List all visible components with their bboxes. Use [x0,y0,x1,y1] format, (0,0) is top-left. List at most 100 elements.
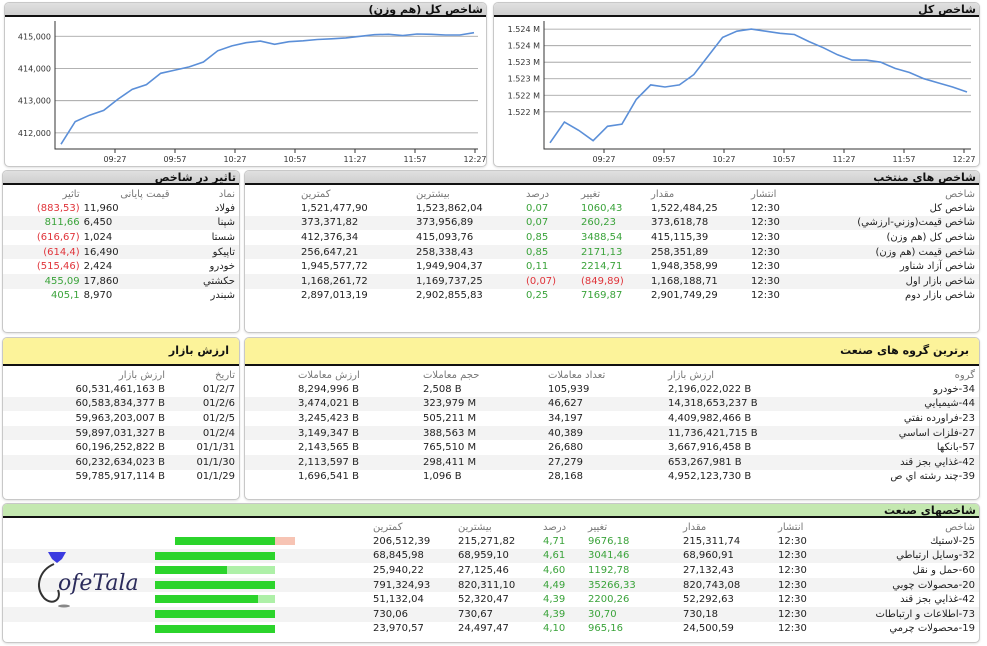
svg-text:413,000: 413,000 [18,97,51,106]
table-row[interactable]: فولاد 11,960 (883,53) [3,201,239,216]
pct-cell: 4,39 [543,594,566,606]
table-row[interactable]: 39-چند رشته اي ص 4,952,123,730 B 28,168 1,0… [245,470,979,485]
time-cell: 12:30 [751,261,780,273]
svg-text:1.523 M: 1.523 M [508,75,540,84]
name-cell[interactable]: شاخص كل [929,202,975,214]
name-cell[interactable]: شاخص كل (هم وزن) [886,231,975,243]
price-cell: 1,024 [83,231,113,243]
name-cell[interactable]: شاخص قيمت (هم وزن) [797,244,979,260]
table-row[interactable]: 25-لاستيك 12:30 215,311,74 9676,18 4,71 215,2… [3,534,979,549]
count-cell: 26,680 [548,442,583,454]
max-cell: 415,093,76 [416,231,474,243]
value-cell: 2,143,565 B [298,442,359,454]
symbol-cell[interactable]: حكشتي [173,273,239,289]
panel-title: شاخص کل (هم وزن) [5,3,486,17]
change-cell: 7169,87 [581,290,623,302]
table-row[interactable]: 57-بانكها 3,667,916,458 B 26,680 765,510 M 2… [245,440,979,455]
symbol-cell[interactable]: شبندر [210,290,236,302]
value-cell: 820,743,08 [679,577,774,593]
svg-text:415,000: 415,000 [18,32,51,41]
table-row[interactable]: تاپيكو 16,490 (614,4) [3,244,239,260]
pct-cell: 4,49 [539,577,584,593]
group-cell[interactable]: 39-چند رشته اي ص [890,471,975,483]
group-cell[interactable]: 44-شيميايي [809,396,979,412]
value-cell: 1,696,541 B [298,471,359,483]
svg-text:10:27: 10:27 [223,155,246,164]
svg-text:09:27: 09:27 [103,155,126,164]
volume-cell: 298,411 M [419,454,544,470]
table-row[interactable]: شبندر 8,970 405,1 [3,289,239,304]
name-cell[interactable]: 19-محصولات چرمي [889,623,975,635]
table-row[interactable]: 19-محصولات چرمي 12:30 24,500,59 965,16 4,10 2… [3,622,979,637]
group-cell[interactable]: 57-بانكها [936,442,975,454]
group-cell[interactable]: 42-غذايي بجز قند [809,454,979,470]
table-row[interactable]: شاخص كل 12:30 1,522,484,25 1060,43 0,07 1,523… [245,201,979,216]
table-row[interactable]: شاخص قيمت (هم وزن) 12:30 258,351,89 2171,13… [245,244,979,260]
col-header: انتشار [778,521,804,533]
table-row[interactable]: شاخص كل (هم وزن) 12:30 415,115,39 3488,54 0,… [245,230,979,245]
pct-cell: 0,25 [526,290,549,302]
name-cell[interactable]: شاخص قيمت(وزني-ارزشي) [797,215,979,231]
value-cell: 1,948,358,99 [651,261,718,273]
table-row[interactable]: 27-فلزات اساسي 11,736,421,715 B 40,389 388,… [245,425,979,441]
group-cell[interactable]: 34-خودرو [933,383,975,395]
change-cell: 3041,46 [584,548,679,564]
table-row[interactable]: شپنا 6,450 811,66 [3,215,239,231]
name-cell[interactable]: شاخص بازار اول [797,273,979,289]
symbol-cell[interactable]: شپنا [173,215,239,231]
table-row[interactable]: شاخص آزاد شناور 12:30 1,948,358,99 2214,71 0… [245,259,979,274]
table-row[interactable]: 32-وسايل ارتباطي 12:30 68,960,91 3041,46 4,6… [3,548,979,564]
count-cell: 46,627 [544,396,664,412]
volume-cell: 388,563 M [419,425,544,441]
time-cell: 12:30 [747,215,797,231]
name-cell[interactable]: 60-حمل و نقل [912,564,975,576]
table-row[interactable]: 42-غذايي بجز قند 653,267,981 B 27,279 298,4… [245,454,979,470]
max-cell: 820,311,10 [454,577,539,593]
range-bar-extra [258,595,275,604]
name-cell[interactable]: 20-محصولات چوبي [819,577,979,593]
table-row[interactable]: شاخص بازار دوم 12:30 2,901,749,29 7169,87 0,… [245,289,979,304]
table-row[interactable]: شاخص بازار اول 12:30 1,168,188,71 (849,89)(… [245,273,979,289]
table-row[interactable]: 42-غذايي بجز قند 12:30 52,292,63 2200,26 4,3… [3,592,979,607]
table-row: 01/1/29 59,785,917,114 B [3,470,239,485]
table-row[interactable]: خودرو 2,424 (515,46) [3,259,239,274]
symbol-cell[interactable]: شستا [211,231,235,243]
date-cell: 01/2/7 [202,383,235,395]
market-value-cell: 59,897,031,327 B [69,425,169,441]
table-row[interactable]: شستا 1,024 (616,67) [3,230,239,245]
name-cell[interactable]: 32-وسايل ارتباطي [819,548,979,564]
time-cell: 12:30 [778,564,807,576]
table-row[interactable]: 34-خودرو 2,196,022,022 B 105,939 2,508 B 8,2… [245,382,979,397]
impact-table: نماد قیمت پایانی تاثیر فولاد 11,960 (883,5… [3,187,239,303]
name-cell[interactable]: 73-اطلاعات و ارتباطات [819,606,979,622]
range-bar-fill [155,566,227,575]
table-row: 01/2/5 59,963,203,007 B [3,411,239,426]
table-row[interactable]: 60-حمل و نقل 12:30 27,132,43 1192,78 4,60 27,… [3,563,979,578]
symbol-cell[interactable]: خودرو [209,261,235,273]
symbol-cell[interactable]: تاپيكو [173,244,239,260]
svg-text:414,000: 414,000 [18,64,51,73]
table-row[interactable]: شاخص قيمت(وزني-ارزشي) 12:30 373,618,78 260,… [245,215,979,231]
name-cell[interactable]: شاخص آزاد شناور [899,261,975,273]
table-row[interactable]: 44-شيميايي 14,318,653,237 B 46,627 323,979 … [245,396,979,412]
count-cell: 40,389 [544,425,664,441]
table-row: 01/1/31 60,196,252,822 B [3,440,239,455]
max-cell: 258,338,43 [412,244,522,260]
table-row[interactable]: 23-فراورده نفتي 4,409,982,466 B 34,197 505,… [245,411,979,426]
symbol-cell[interactable]: فولاد [214,202,235,214]
volume-cell: 505,211 M [423,412,477,424]
min-cell: 791,324,93 [369,577,454,593]
group-cell[interactable]: 27-فلزات اساسي [809,425,979,441]
name-cell[interactable]: شاخص بازار دوم [905,290,975,302]
name-cell[interactable]: 25-لاستيك [930,535,975,547]
table-row[interactable]: حكشتي 17,860 455,09 [3,273,239,289]
name-cell[interactable]: 42-غذايي بجز قند [900,594,975,606]
time-cell: 12:30 [751,202,780,214]
group-cell[interactable]: 23-فراورده نفتي [903,412,975,424]
value-cell: 3,474,021 B [294,396,419,412]
col-market-value: ارزش بازار [118,369,165,381]
col-close-price: قیمت پایانی [120,188,170,200]
min-cell: 1,168,261,72 [297,273,412,289]
change-cell: 2171,13 [577,244,647,260]
price-cell: 8,970 [83,290,113,302]
